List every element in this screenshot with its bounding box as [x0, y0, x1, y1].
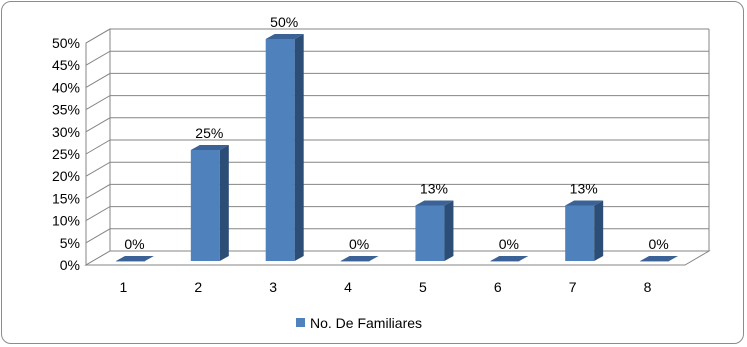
bar-top-face — [415, 200, 454, 206]
floor — [84, 250, 711, 266]
x-tick-label: 5 — [419, 279, 427, 295]
x-tick-label: 4 — [344, 279, 352, 295]
legend-swatch — [296, 318, 305, 327]
gridline — [85, 117, 709, 133]
gridline — [85, 161, 709, 177]
gridline — [85, 72, 709, 88]
x-tick-label: 1 — [120, 279, 128, 295]
bar-series — [115, 34, 679, 262]
bar — [640, 256, 679, 262]
bar-top-face — [340, 256, 379, 261]
bar-front-face — [640, 261, 670, 262]
data-label: 0% — [648, 236, 668, 252]
bar-side-face — [219, 145, 229, 261]
bar-front-face — [265, 39, 295, 261]
data-labels: 0% 25% 50% 0% 13% 0% 13% 0% — [124, 14, 668, 252]
data-label: 0% — [499, 236, 519, 252]
gridline — [85, 95, 709, 111]
chart-walls — [84, 28, 711, 266]
bar-top-face — [190, 145, 229, 150]
data-label: 13% — [420, 181, 448, 197]
gridline — [85, 139, 709, 155]
bar — [265, 34, 304, 261]
bar-front-face — [490, 261, 520, 262]
x-tick-label: 2 — [194, 279, 202, 295]
y-tick-label: 20% — [52, 168, 80, 184]
y-tick-label: 10% — [52, 213, 80, 229]
bar-top-face — [490, 256, 529, 261]
gridline — [85, 28, 709, 44]
bar — [340, 256, 379, 262]
bar-front-face — [565, 205, 595, 261]
x-tick-label: 3 — [269, 279, 277, 295]
x-tick-label: 8 — [644, 279, 652, 295]
bar-front-face — [415, 205, 445, 261]
x-tick-label: 6 — [494, 279, 502, 295]
bar — [415, 200, 454, 261]
y-axis-tick-labels: 0% 5% 10% 15% 20% 25% 30% 35% 40% 45% 50% — [52, 35, 80, 273]
data-label: 25% — [195, 125, 223, 141]
legend-label: No. De Familiares — [310, 315, 422, 331]
bar — [490, 256, 529, 262]
bar — [565, 200, 604, 261]
data-label: 13% — [570, 181, 598, 197]
legend: No. De Familiares — [296, 315, 422, 331]
bar-top-face — [565, 200, 604, 206]
gridline — [85, 50, 709, 66]
y-tick-label: 5% — [60, 235, 80, 251]
y-tick-label: 15% — [52, 190, 80, 206]
data-label: 0% — [124, 236, 144, 252]
y-tick-label: 35% — [52, 102, 80, 118]
y-tick-label: 45% — [52, 57, 80, 73]
gridlines — [85, 28, 709, 265]
x-tick-label: 7 — [569, 279, 577, 295]
bar-side-face — [444, 200, 454, 261]
y-tick-label: 50% — [52, 35, 80, 51]
bar-side-face — [294, 34, 304, 261]
y-tick-label: 0% — [60, 257, 80, 273]
x-axis-tick-labels: 1 2 3 4 5 6 7 8 — [120, 279, 652, 295]
gridline — [85, 206, 709, 222]
gridline — [85, 228, 709, 244]
bar-top-face — [265, 34, 304, 39]
y-tick-label: 30% — [52, 124, 80, 140]
data-label: 50% — [270, 14, 298, 30]
data-label: 0% — [349, 236, 369, 252]
bar — [115, 256, 154, 262]
y-tick-label: 40% — [52, 79, 80, 95]
y-tick-label: 25% — [52, 146, 80, 162]
bar-front-face — [340, 261, 370, 262]
bar-top-face — [115, 256, 154, 261]
bar-front-face — [190, 150, 220, 261]
bar-side-face — [594, 200, 604, 261]
bar — [190, 145, 229, 261]
bar-front-face — [115, 261, 145, 262]
gridline — [85, 183, 709, 199]
bar-top-face — [640, 256, 679, 261]
